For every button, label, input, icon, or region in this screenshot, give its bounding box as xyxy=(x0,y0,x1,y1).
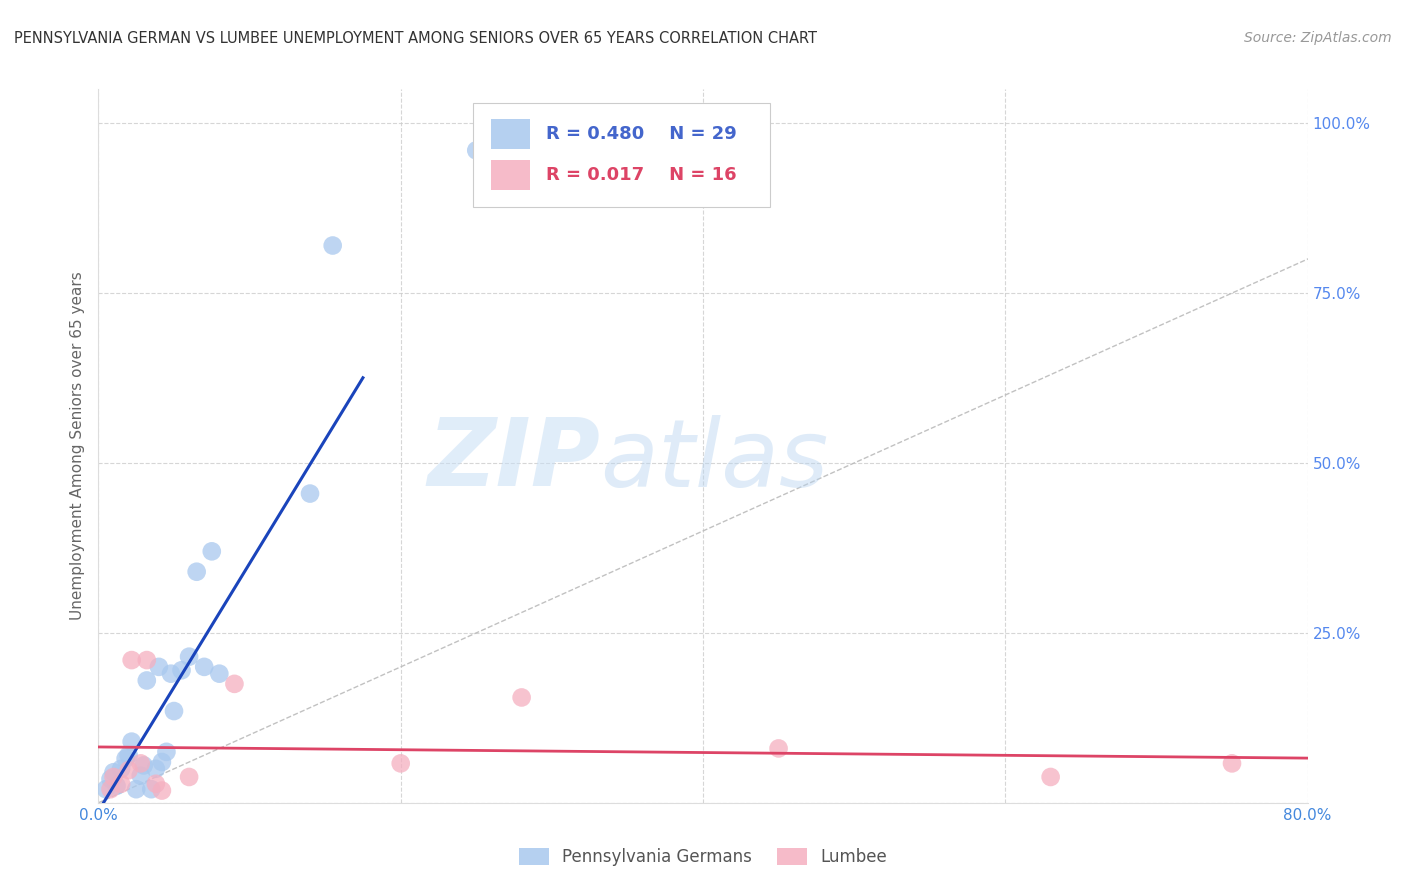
Point xyxy=(768,741,790,756)
Point xyxy=(145,762,167,776)
Text: ZIP: ZIP xyxy=(427,414,600,507)
Point xyxy=(118,763,141,777)
Text: R = 0.480    N = 29: R = 0.480 N = 29 xyxy=(546,125,737,143)
Point xyxy=(100,772,122,786)
Point xyxy=(135,653,157,667)
FancyBboxPatch shape xyxy=(474,103,769,207)
Point xyxy=(129,769,152,783)
Point xyxy=(322,238,344,252)
Text: R = 0.017    N = 16: R = 0.017 N = 16 xyxy=(546,166,737,184)
Point xyxy=(465,144,488,158)
Point xyxy=(170,663,193,677)
Point xyxy=(103,765,125,780)
Point xyxy=(193,660,215,674)
Point xyxy=(145,777,167,791)
Point xyxy=(132,758,155,772)
Point xyxy=(110,777,132,791)
Point xyxy=(141,782,163,797)
Point xyxy=(100,782,122,797)
Point xyxy=(179,770,201,784)
Point xyxy=(94,782,117,797)
Point xyxy=(1220,756,1243,771)
Y-axis label: Unemployment Among Seniors over 65 years: Unemployment Among Seniors over 65 years xyxy=(70,272,86,620)
Point xyxy=(148,660,170,674)
Point xyxy=(121,653,143,667)
Text: Source: ZipAtlas.com: Source: ZipAtlas.com xyxy=(1244,31,1392,45)
Point xyxy=(163,704,186,718)
Point xyxy=(1039,770,1062,784)
FancyBboxPatch shape xyxy=(492,120,530,149)
Point xyxy=(155,745,177,759)
Point xyxy=(299,486,322,500)
Point xyxy=(121,734,143,748)
Point xyxy=(150,783,173,797)
Point xyxy=(208,666,231,681)
Point xyxy=(201,544,224,558)
Point xyxy=(571,109,593,123)
Point xyxy=(160,666,183,681)
FancyBboxPatch shape xyxy=(492,160,530,190)
Legend: Pennsylvania Germans, Lumbee: Pennsylvania Germans, Lumbee xyxy=(512,841,894,873)
Point xyxy=(110,762,132,776)
Point xyxy=(179,649,201,664)
Point xyxy=(129,756,152,771)
Point xyxy=(510,690,533,705)
Text: atlas: atlas xyxy=(600,415,828,506)
Point xyxy=(150,755,173,769)
Point xyxy=(103,770,125,784)
Point xyxy=(224,677,246,691)
Point xyxy=(389,756,412,771)
Point xyxy=(186,565,208,579)
Point xyxy=(118,748,141,763)
Point xyxy=(125,782,148,797)
Point xyxy=(105,779,128,793)
Point xyxy=(114,751,136,765)
Text: PENNSYLVANIA GERMAN VS LUMBEE UNEMPLOYMENT AMONG SENIORS OVER 65 YEARS CORRELATI: PENNSYLVANIA GERMAN VS LUMBEE UNEMPLOYME… xyxy=(14,31,817,46)
Point xyxy=(135,673,157,688)
